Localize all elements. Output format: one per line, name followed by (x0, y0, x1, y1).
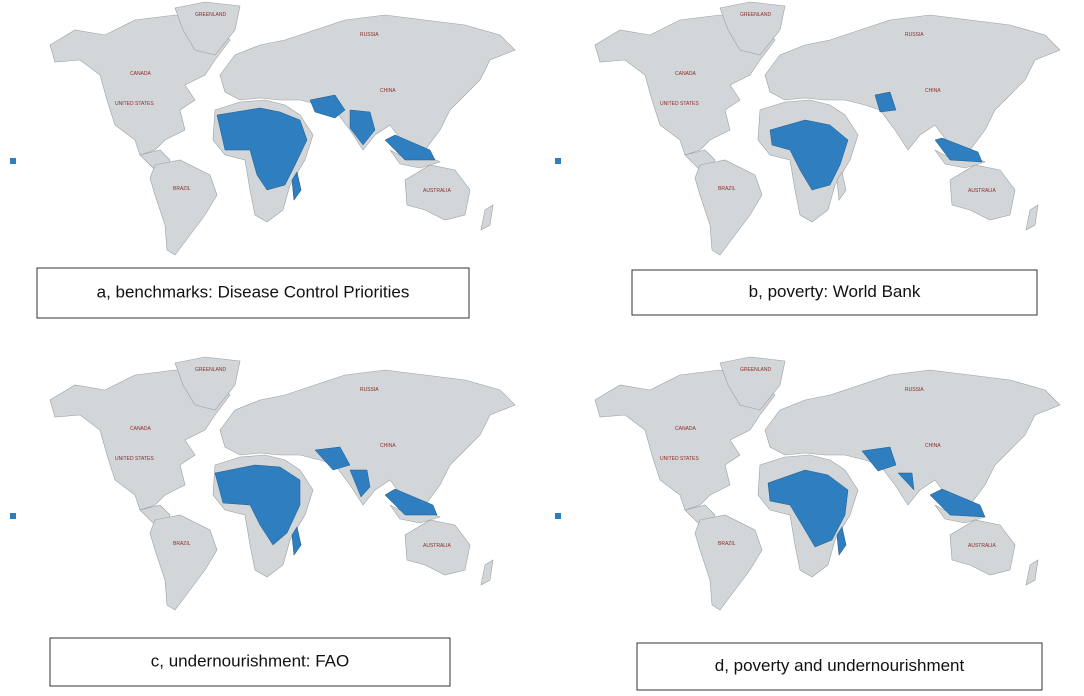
country-label: CANADA (130, 71, 152, 77)
country-label: RUSSIA (905, 387, 924, 393)
highlighted-region (929, 488, 986, 518)
country-label: GREENLAND (740, 367, 772, 373)
country-label: BRAZIL (173, 541, 191, 547)
country-label: CHINA (380, 443, 396, 449)
country-label: AUSTRALIA (423, 543, 451, 549)
map-panel: GREENLAND CANADA UNITED STATES RUSSIA CHINA B… (10, 1, 516, 256)
country-label: RUSSIA (360, 32, 379, 38)
country-label: UNITED STATES (115, 101, 154, 107)
country-label: CANADA (675, 71, 697, 77)
country-label: CHINA (925, 88, 941, 94)
caption: a, benchmarks: Disease Control Prioritie… (97, 282, 410, 301)
legend-swatch (555, 513, 561, 519)
highlighted-region (291, 526, 302, 556)
highlighted-region (291, 171, 302, 201)
country-label: RUSSIA (905, 32, 924, 38)
caption-box (36, 267, 470, 319)
country-label: CANADA (130, 426, 152, 432)
country-label: CHINA (380, 88, 396, 94)
legend-swatch (10, 158, 16, 164)
country-label: CHINA (925, 443, 941, 449)
country-label: AUSTRALIA (968, 188, 996, 194)
map-panel: GREENLAND CANADA UNITED STATES RUSSIA CHINA B… (10, 356, 516, 611)
country-label: BRAZIL (718, 186, 736, 192)
highlighted-region (874, 91, 897, 113)
country-label: AUSTRALIA (968, 543, 996, 549)
country-label: RUSSIA (360, 387, 379, 393)
highlighted-region (861, 446, 897, 472)
country-label: BRAZIL (173, 186, 191, 192)
caption: c, undernourishment: FAO (151, 651, 349, 670)
highlighted-region (836, 526, 847, 556)
country-label: GREENLAND (195, 12, 227, 18)
country-label: BRAZIL (718, 541, 736, 547)
legend-swatch (555, 158, 561, 164)
highlighted-region (384, 488, 438, 516)
caption: d, poverty and undernourishment (715, 656, 965, 675)
caption-box (631, 269, 1038, 316)
highlighted-region (769, 119, 849, 191)
highlighted-region (314, 446, 351, 471)
highlighted-region (384, 134, 436, 161)
highlighted-region (214, 464, 301, 546)
map-panel: GREENLAND CANADA UNITED STATES RUSSIA CHINA B… (555, 1, 1061, 256)
country-label: GREENLAND (195, 367, 227, 373)
country-label: CANADA (675, 426, 697, 432)
country-label: GREENLAND (740, 12, 772, 18)
map-panel: GREENLAND CANADA UNITED STATES RUSSIA CHINA B… (555, 356, 1061, 611)
highlighted-region (767, 469, 849, 548)
highlighted-region (309, 94, 346, 119)
highlighted-region (934, 137, 983, 163)
country-label: UNITED STATES (660, 101, 699, 107)
legend-swatch (10, 513, 16, 519)
highlighted-region (349, 109, 376, 146)
country-label: UNITED STATES (115, 456, 154, 462)
caption: b, poverty: World Bank (749, 282, 921, 301)
highlighted-region (897, 472, 915, 491)
caption-box (636, 642, 1043, 691)
caption-box (49, 637, 451, 687)
country-label: AUSTRALIA (423, 188, 451, 194)
highlighted-region (216, 107, 308, 191)
country-label: UNITED STATES (660, 456, 699, 462)
highlighted-region (349, 469, 371, 498)
